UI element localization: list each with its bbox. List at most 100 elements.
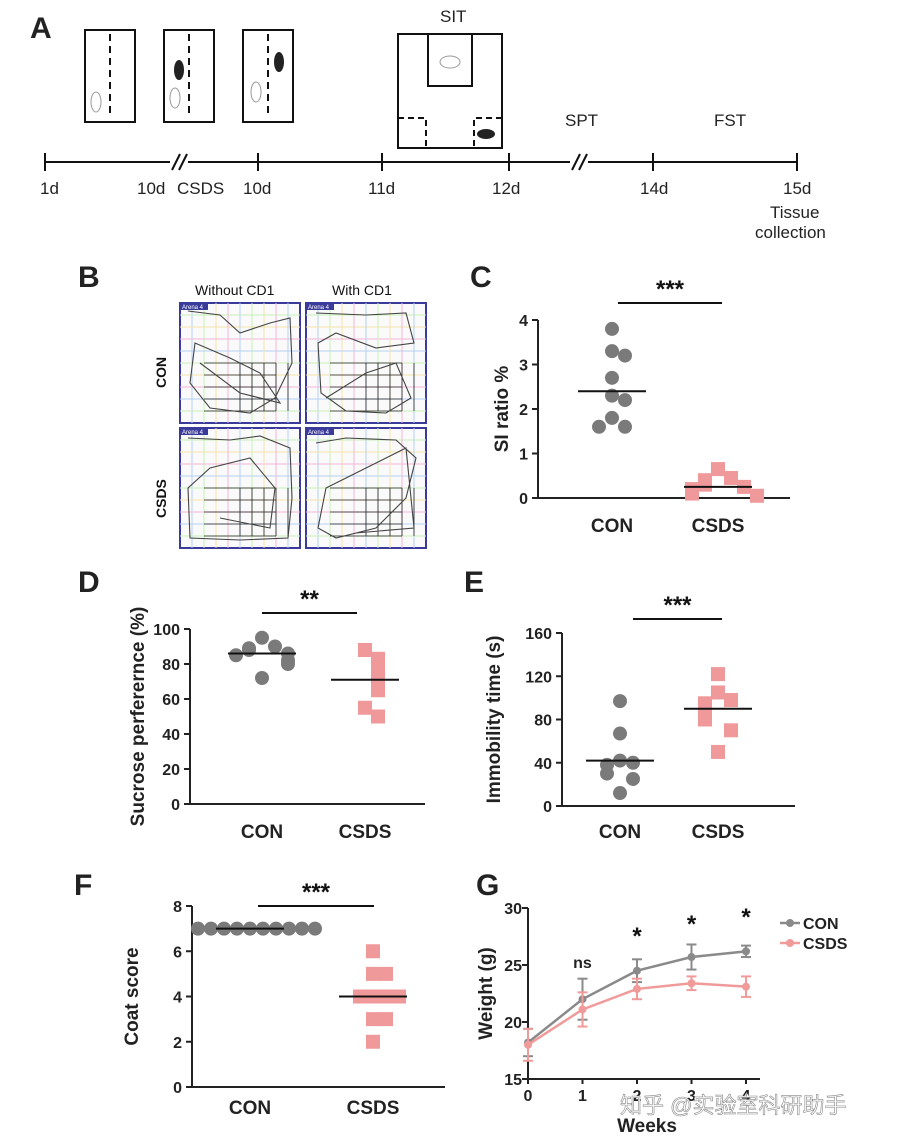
legend-marker xyxy=(786,939,794,947)
panel-letter-g: G xyxy=(476,869,499,902)
con-point xyxy=(613,786,627,801)
x-tick-label: 0 xyxy=(524,1088,533,1105)
csds-point xyxy=(685,486,699,501)
column-label: Without CD1 xyxy=(195,282,275,298)
con-point xyxy=(605,321,619,336)
y-tick-label: 6 xyxy=(173,944,182,961)
y-tick-label: 20 xyxy=(504,1015,522,1032)
con-point xyxy=(229,648,243,663)
legend-label: CSDS xyxy=(803,936,848,953)
panel-letter-d: D xyxy=(78,566,100,599)
csds-point xyxy=(711,685,725,700)
csds-point xyxy=(366,1034,380,1049)
category-label: CON xyxy=(229,1098,271,1119)
csds-point xyxy=(371,709,385,724)
con-point xyxy=(613,726,627,741)
tissue-label: collection xyxy=(755,223,826,242)
series-point xyxy=(633,984,641,993)
con-point xyxy=(605,344,619,359)
cage-2 xyxy=(163,29,215,123)
csds-point xyxy=(366,966,380,981)
csds-point xyxy=(724,470,738,485)
significance-label: *** xyxy=(656,276,685,303)
csds-point xyxy=(698,477,712,492)
y-tick-label: 2 xyxy=(173,1035,182,1052)
panel-letter-b: B xyxy=(78,261,100,294)
arena-tag xyxy=(306,303,334,310)
con-point xyxy=(204,921,218,936)
category-label: CSDS xyxy=(339,822,392,843)
y-tick-label: 120 xyxy=(525,669,552,686)
y-tick-label: 15 xyxy=(504,1072,522,1089)
con-point xyxy=(605,370,619,385)
white-mouse-icon xyxy=(169,87,181,109)
con-point xyxy=(618,419,632,434)
significance-label: *** xyxy=(663,592,692,619)
day-label: 15d xyxy=(783,179,811,198)
significance-label: * xyxy=(741,904,751,931)
arena: Arena 4 xyxy=(305,427,427,549)
y-tick-label: 3 xyxy=(519,358,528,375)
panel-c: C 0 1 2 3 4 SI ratio % CON CSDS *** xyxy=(470,261,790,537)
panel-letter-c: C xyxy=(470,261,492,294)
con-point xyxy=(295,921,309,936)
con-point xyxy=(613,694,627,709)
csds-point xyxy=(711,744,725,759)
arena-tag-label: Arena 4 xyxy=(308,305,330,311)
y-tick-label: 4 xyxy=(519,313,528,330)
csds-point xyxy=(379,1012,393,1027)
arena-tag-label: Arena 4 xyxy=(308,430,330,436)
csds-point xyxy=(724,723,738,738)
category-label: CON xyxy=(241,822,283,843)
csds-point xyxy=(366,944,380,959)
series-point xyxy=(524,1040,532,1049)
black-mouse-icon xyxy=(274,52,284,72)
arena: Arena 4 xyxy=(179,302,301,424)
con-point xyxy=(618,393,632,408)
csds-point xyxy=(371,683,385,698)
y-axis-label: SI ratio % xyxy=(492,366,513,453)
x-tick-label: 1 xyxy=(578,1088,587,1105)
x-tick-label: 4 xyxy=(742,1088,751,1105)
y-axis-label: Sucrose perferernce (%) xyxy=(128,607,149,827)
significance-label: *** xyxy=(302,879,331,906)
significance-label: * xyxy=(632,923,642,950)
track-path xyxy=(315,437,417,539)
csds-point xyxy=(358,643,372,657)
series-point xyxy=(742,982,750,991)
con-point xyxy=(242,643,256,657)
column-label: With CD1 xyxy=(332,282,392,298)
con-point xyxy=(268,639,282,654)
y-tick-label: 40 xyxy=(162,727,180,744)
black-mouse-icon xyxy=(477,129,495,139)
arena-tag xyxy=(180,428,208,435)
con-point xyxy=(191,921,205,936)
arena-tag-label: Arena 4 xyxy=(182,305,204,311)
row-label: CON xyxy=(153,357,169,388)
arena-tag xyxy=(180,303,208,310)
legend-label: CON xyxy=(803,916,839,933)
con-point xyxy=(600,766,614,781)
panel-letter-a: A xyxy=(30,12,52,45)
watermark: 知乎 @实验室科研助手 xyxy=(620,1093,846,1118)
y-tick-label: 2 xyxy=(519,402,528,419)
track-path xyxy=(187,435,293,541)
y-tick-label: 20 xyxy=(162,762,180,779)
con-point xyxy=(255,671,269,685)
arena-tag-label: Arena 4 xyxy=(182,430,204,436)
series-point xyxy=(742,947,750,956)
day-label: 1d xyxy=(40,179,59,198)
day-label: 12d xyxy=(492,179,520,198)
csds-point xyxy=(711,667,725,682)
y-tick-label: 80 xyxy=(162,657,180,674)
csds-point xyxy=(698,712,712,727)
y-tick-label: 60 xyxy=(162,692,180,709)
sit-label: SIT xyxy=(440,7,466,26)
x-axis-label: Weeks xyxy=(617,1116,677,1137)
csds-label: CSDS xyxy=(177,179,224,198)
con-point xyxy=(592,419,606,434)
con-point xyxy=(626,755,640,770)
fst-label: FST xyxy=(714,111,746,130)
